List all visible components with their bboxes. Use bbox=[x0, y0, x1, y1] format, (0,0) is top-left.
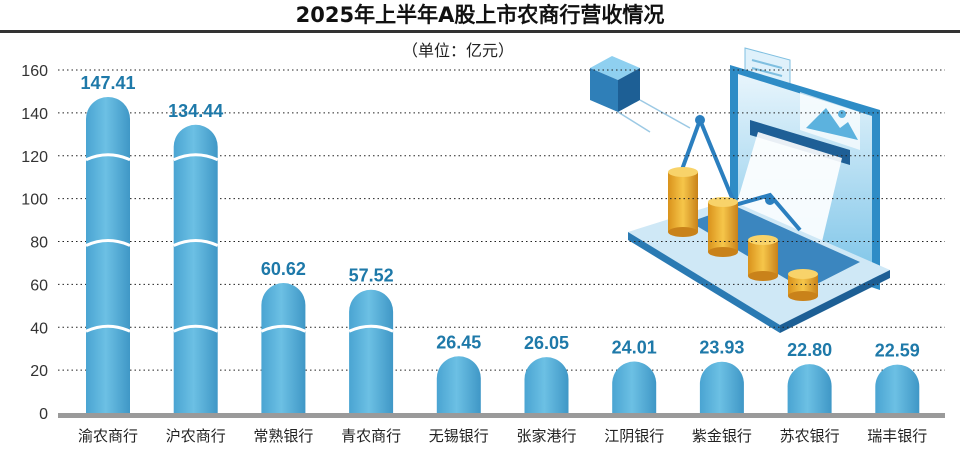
server-cube-icon bbox=[590, 56, 691, 133]
title-rule bbox=[0, 30, 960, 33]
bar bbox=[787, 364, 832, 413]
x-axis bbox=[58, 413, 945, 418]
x-tick-label: 沪农商行 bbox=[166, 427, 226, 445]
data-label: 26.45 bbox=[436, 332, 481, 352]
x-tick-label: 紫金银行 bbox=[692, 427, 752, 445]
image-icon bbox=[800, 92, 860, 150]
y-tick-label: 20 bbox=[30, 363, 48, 380]
coin-stack-icon bbox=[788, 269, 818, 301]
bar bbox=[524, 357, 569, 413]
y-tick-label: 0 bbox=[39, 406, 48, 423]
y-tick-label: 160 bbox=[21, 63, 48, 80]
data-label: 23.93 bbox=[699, 338, 744, 358]
unit-label: （单位：亿元） bbox=[402, 41, 515, 60]
coin-stack-icon bbox=[708, 197, 738, 257]
data-label: 134.44 bbox=[168, 101, 223, 121]
bar bbox=[612, 361, 657, 413]
x-tick-label: 无锡银行 bbox=[429, 427, 489, 445]
laptop-coins-illustration bbox=[590, 47, 890, 333]
x-tick-label: 张家港行 bbox=[516, 427, 576, 445]
data-label: 147.41 bbox=[80, 73, 135, 93]
y-tick-label: 80 bbox=[30, 235, 48, 252]
y-tick-label: 40 bbox=[30, 320, 48, 337]
bar bbox=[348, 289, 394, 413]
bar bbox=[173, 124, 219, 414]
bar bbox=[260, 283, 307, 413]
data-label: 57.52 bbox=[349, 266, 394, 286]
data-label: 24.01 bbox=[612, 338, 657, 358]
bar bbox=[875, 364, 920, 413]
x-tick-label: 苏农银行 bbox=[780, 427, 840, 445]
labels: 147.41 渝农商行 134.44 沪农商行 60.62 常熟银行 57.52 青农商行 26… bbox=[78, 73, 927, 445]
x-tick-label: 瑞丰银行 bbox=[867, 427, 927, 445]
y-tick-label: 60 bbox=[30, 277, 48, 294]
x-tick-label: 常熟银行 bbox=[253, 427, 313, 445]
y-tick-label: 100 bbox=[21, 192, 48, 209]
y-tick-label: 120 bbox=[21, 149, 48, 166]
bar bbox=[699, 361, 744, 413]
data-label: 26.05 bbox=[524, 333, 569, 353]
axes: 0 20 40 60 80 100 120 140 160 bbox=[21, 63, 945, 423]
x-tick-label: 江阴银行 bbox=[604, 427, 664, 445]
chart-title: 2025年上半年A股上市农商行营收情况 bbox=[295, 3, 665, 27]
y-tick-label: 140 bbox=[21, 106, 48, 123]
data-label: 22.80 bbox=[787, 340, 832, 360]
coin-stack-icon bbox=[748, 235, 778, 281]
bar bbox=[436, 356, 481, 413]
bars bbox=[85, 96, 920, 414]
coin-stack-icon bbox=[668, 167, 698, 237]
bar bbox=[85, 96, 131, 414]
x-tick-label: 渝农商行 bbox=[78, 427, 138, 445]
data-label: 22.59 bbox=[875, 341, 920, 361]
x-tick-label: 青农商行 bbox=[341, 427, 401, 445]
data-label: 60.62 bbox=[261, 259, 306, 279]
